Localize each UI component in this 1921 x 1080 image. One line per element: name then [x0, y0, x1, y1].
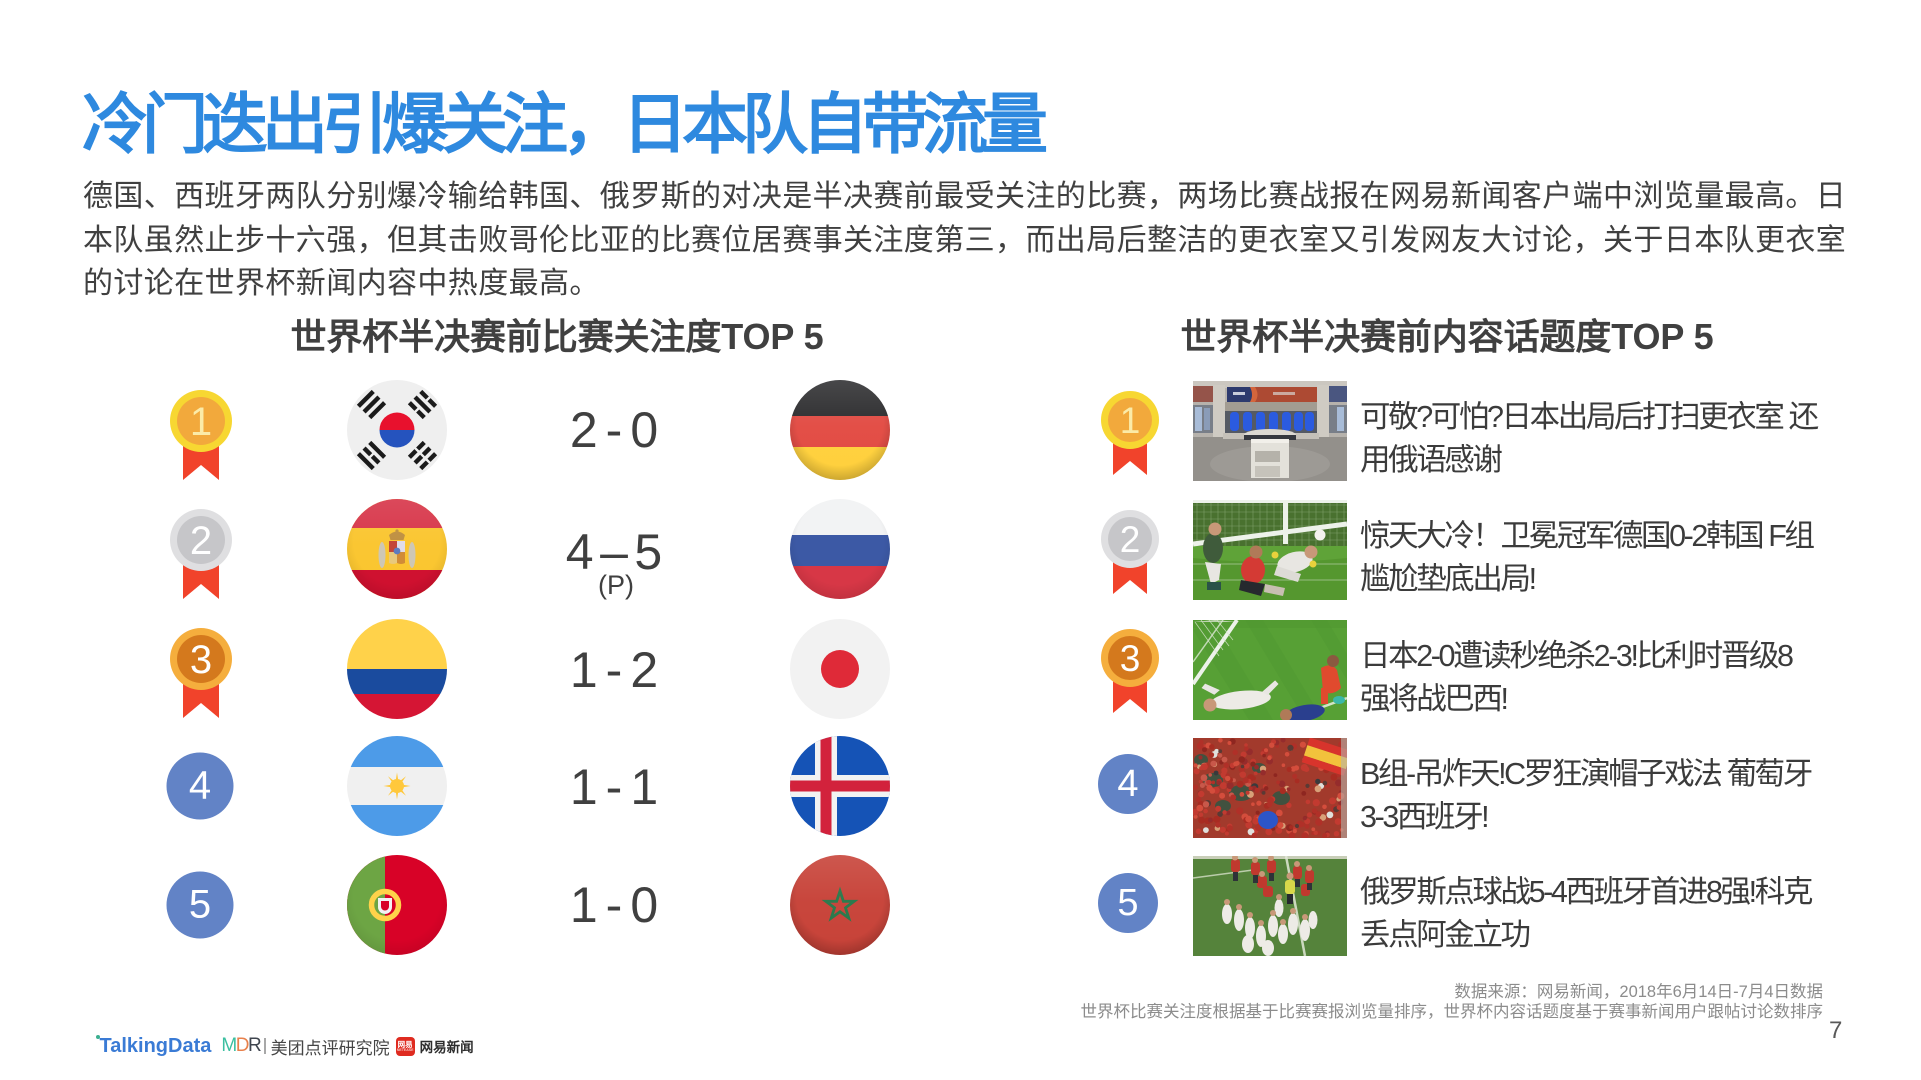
- svg-text:3: 3: [190, 638, 212, 682]
- svg-text:2: 2: [190, 519, 212, 563]
- svg-text:3: 3: [1120, 638, 1141, 679]
- svg-text:1: 1: [190, 400, 212, 444]
- svg-text:2: 2: [1120, 519, 1141, 560]
- svg-text:1: 1: [1120, 400, 1141, 441]
